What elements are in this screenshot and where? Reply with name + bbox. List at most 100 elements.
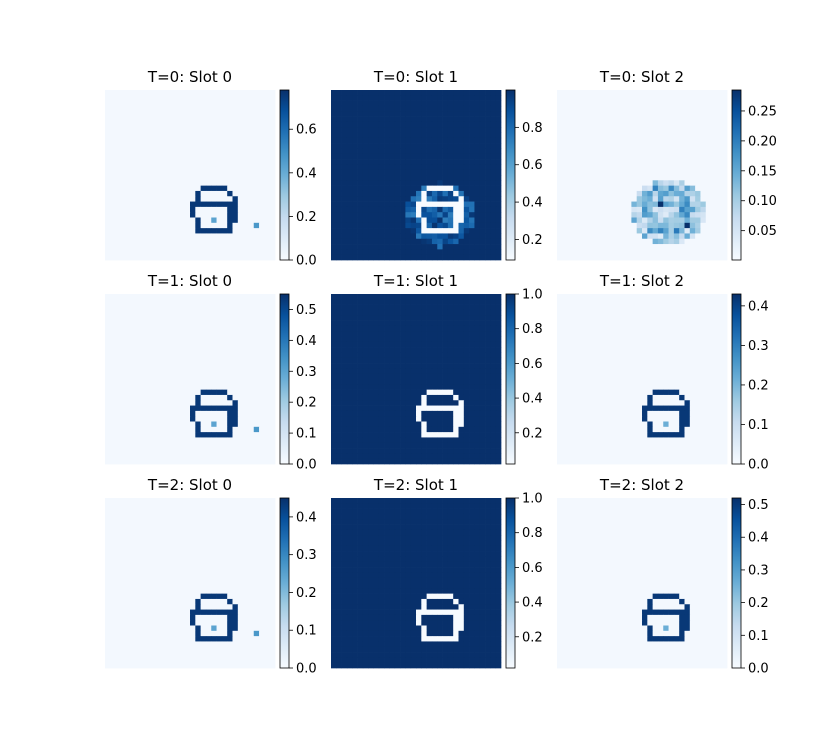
heatmap-cell	[384, 137, 390, 144]
heatmap-cell	[331, 169, 337, 176]
heatmap-cell	[200, 315, 207, 321]
heatmap-cell	[469, 426, 475, 433]
heatmap-cell	[394, 206, 401, 213]
heatmap-cell	[711, 100, 717, 107]
heatmap-cell	[474, 341, 481, 348]
heatmap-cell	[163, 185, 170, 192]
heatmap-cell	[232, 389, 239, 396]
heatmap-cell	[232, 315, 239, 321]
heatmap-cell	[421, 315, 427, 321]
heatmap-cell	[716, 100, 723, 107]
heatmap-cell	[115, 379, 122, 385]
heatmap-cell	[721, 95, 728, 101]
heatmap-cell	[594, 190, 600, 197]
heatmap-cell	[221, 153, 228, 160]
heatmap-cell	[652, 159, 659, 165]
heatmap-cell	[264, 217, 271, 224]
heatmap-cell	[248, 90, 255, 96]
heatmap-cell	[378, 196, 385, 202]
heatmap-cell	[490, 410, 497, 417]
heatmap-cell	[259, 294, 265, 300]
heatmap-cell	[562, 137, 568, 144]
heatmap-cell	[352, 212, 358, 218]
heatmap-cell	[673, 143, 680, 149]
heatmap-cell	[126, 238, 132, 245]
heatmap-cell	[615, 233, 622, 240]
heatmap-cell	[179, 143, 186, 149]
heatmap-cell	[679, 127, 685, 133]
heatmap-cell	[578, 180, 584, 186]
heatmap-cell	[131, 175, 138, 181]
heatmap-cell	[221, 379, 228, 385]
heatmap-cell	[126, 458, 132, 465]
heatmap-cell	[604, 95, 611, 101]
heatmap-cell	[179, 137, 186, 144]
heatmap-cell	[174, 127, 180, 133]
heatmap-cell	[259, 379, 265, 385]
heatmap-cell	[336, 249, 342, 256]
heatmap-cell	[136, 164, 143, 171]
heatmap-cell	[142, 416, 148, 422]
heatmap-cell	[384, 201, 390, 208]
heatmap-cell	[684, 100, 691, 107]
heatmap-cell	[362, 185, 369, 192]
heatmap-cell	[115, 453, 122, 460]
heatmap-cell	[495, 95, 502, 101]
heatmap-cell	[495, 400, 502, 406]
heatmap-cell	[346, 309, 353, 316]
heatmap-cell	[437, 357, 443, 364]
heatmap-cell	[394, 95, 401, 101]
heatmap-cell	[152, 212, 159, 218]
heatmap-cell	[105, 148, 111, 155]
heatmap-cell	[562, 143, 568, 149]
heatmap-cell	[211, 299, 217, 305]
heatmap-cell	[458, 169, 465, 176]
heatmap-cell	[131, 206, 138, 213]
heatmap-cell	[237, 331, 244, 337]
heatmap-cell	[269, 175, 276, 181]
heatmap-cell	[331, 294, 337, 300]
heatmap-cell	[631, 190, 638, 197]
heatmap-cell	[232, 331, 239, 337]
heatmap-cell	[184, 206, 191, 213]
heatmap-cell	[248, 238, 255, 245]
heatmap-cell	[341, 153, 348, 160]
heatmap-cell	[416, 368, 422, 375]
heatmap-cell	[721, 169, 728, 176]
heatmap-cell	[557, 244, 563, 250]
heatmap-cell	[205, 206, 212, 213]
heatmap-cell	[474, 212, 481, 218]
heatmap-cell	[626, 105, 632, 112]
heatmap-cell	[479, 249, 486, 256]
heatmap-cell	[237, 347, 244, 353]
heatmap-cell	[716, 132, 723, 139]
heatmap-cell	[331, 421, 337, 428]
heatmap-cell	[110, 341, 116, 348]
heatmap-cell	[458, 421, 465, 428]
heatmap-cell	[447, 111, 454, 117]
heatmap-cell	[184, 254, 191, 261]
heatmap-cell	[442, 294, 449, 300]
heatmap-cell	[105, 143, 111, 149]
heatmap-cell	[458, 304, 465, 311]
heatmap-cell	[620, 201, 627, 208]
heatmap-cell	[384, 185, 390, 192]
heatmap-cell	[232, 137, 239, 144]
heatmap-cell	[331, 400, 337, 406]
heatmap-cell	[126, 304, 132, 311]
heatmap-cell	[378, 309, 385, 316]
heatmap-cell	[421, 127, 427, 133]
heatmap-cell	[200, 233, 207, 240]
heatmap-cell	[373, 432, 380, 438]
heatmap-cell	[368, 426, 374, 433]
heatmap-cell	[131, 169, 138, 176]
heatmap-cell	[384, 426, 390, 433]
heatmap-cell	[684, 217, 691, 224]
heatmap-cell	[485, 254, 491, 261]
heatmap-cell	[721, 185, 728, 192]
heatmap-cell	[115, 143, 122, 149]
heatmap-cell	[115, 458, 122, 465]
heatmap-cell	[179, 379, 186, 385]
heatmap-cell	[142, 294, 148, 300]
heatmap-cell	[216, 238, 223, 245]
